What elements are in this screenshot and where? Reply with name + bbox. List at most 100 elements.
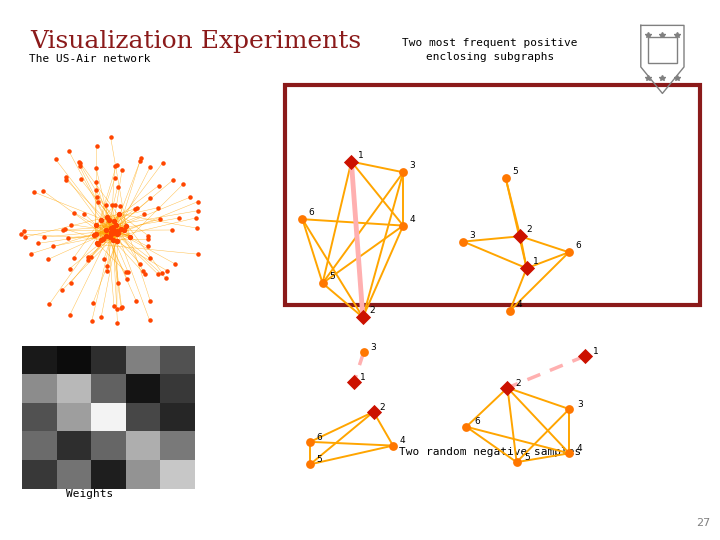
Point xyxy=(100,232,112,240)
Point xyxy=(111,226,122,235)
Text: 1: 1 xyxy=(533,258,539,266)
Point xyxy=(64,265,76,273)
Point xyxy=(68,254,79,262)
Point xyxy=(32,239,43,248)
Point xyxy=(461,422,472,431)
Text: 2: 2 xyxy=(526,225,532,234)
Point xyxy=(100,201,112,210)
Point xyxy=(511,458,523,467)
Point xyxy=(166,226,177,234)
Text: 2: 2 xyxy=(516,379,521,388)
Point xyxy=(297,215,308,224)
Point xyxy=(112,229,123,238)
Text: 5: 5 xyxy=(329,272,335,281)
Point xyxy=(368,408,379,416)
Point xyxy=(397,221,409,230)
Point xyxy=(144,163,156,172)
Point xyxy=(50,155,61,164)
Text: 1: 1 xyxy=(360,373,366,382)
Point xyxy=(37,186,48,195)
Point xyxy=(25,249,37,258)
Text: 5: 5 xyxy=(317,455,323,464)
Point xyxy=(190,213,202,222)
Point xyxy=(305,437,316,446)
Point xyxy=(108,217,120,226)
Point xyxy=(135,260,146,268)
Point xyxy=(348,377,360,386)
Point xyxy=(139,270,150,279)
Point xyxy=(74,162,86,171)
Point xyxy=(580,352,591,360)
Point xyxy=(132,204,143,212)
Point xyxy=(90,230,102,238)
Point xyxy=(92,240,104,249)
Point xyxy=(98,255,109,264)
Point xyxy=(193,250,204,259)
Text: Two most frequent positive
enclosing subgraphs: Two most frequent positive enclosing sub… xyxy=(402,38,577,62)
Text: 4: 4 xyxy=(577,444,582,453)
Point xyxy=(60,173,72,181)
Point xyxy=(43,300,55,309)
Point xyxy=(116,302,127,311)
Point xyxy=(154,214,166,223)
Text: 3: 3 xyxy=(370,342,376,352)
Point xyxy=(112,230,123,239)
Point xyxy=(144,316,156,325)
Point xyxy=(88,231,99,240)
Text: 3: 3 xyxy=(410,161,415,170)
Point xyxy=(112,319,123,328)
Point xyxy=(129,205,140,214)
Text: 1: 1 xyxy=(358,151,364,160)
Point xyxy=(305,460,316,469)
Point xyxy=(57,286,68,294)
Point xyxy=(111,237,122,246)
Text: 4: 4 xyxy=(410,215,415,224)
Point xyxy=(98,235,109,244)
Text: Weights: Weights xyxy=(66,489,114,499)
Text: 3: 3 xyxy=(469,231,475,240)
Point xyxy=(358,348,369,356)
Text: 27: 27 xyxy=(696,518,710,528)
Text: 4: 4 xyxy=(400,436,405,446)
Text: The US-Air network: The US-Air network xyxy=(30,54,150,64)
Point xyxy=(86,253,97,261)
Point xyxy=(157,159,168,167)
Point xyxy=(75,159,86,167)
Text: 4: 4 xyxy=(516,300,522,309)
Point xyxy=(111,160,122,169)
Point xyxy=(138,210,150,219)
Point xyxy=(65,279,76,287)
Point xyxy=(122,267,134,276)
Point xyxy=(83,255,94,264)
Point xyxy=(109,201,121,210)
Point xyxy=(346,157,357,166)
Point xyxy=(563,248,575,256)
Point xyxy=(157,269,168,278)
Point xyxy=(108,302,120,311)
Point xyxy=(504,307,516,315)
Point xyxy=(107,228,118,237)
Point xyxy=(91,193,103,201)
Point xyxy=(93,198,104,206)
Point xyxy=(102,261,113,270)
Point xyxy=(152,204,163,212)
Point xyxy=(107,222,119,231)
Point xyxy=(564,405,575,414)
Point xyxy=(357,313,369,322)
Point xyxy=(28,188,40,197)
Point xyxy=(500,173,511,182)
Point xyxy=(184,193,196,201)
Point xyxy=(37,233,49,241)
Point xyxy=(109,174,121,183)
Point xyxy=(62,233,73,242)
Point xyxy=(153,181,164,190)
Point xyxy=(96,313,107,321)
Point xyxy=(19,233,31,241)
Point xyxy=(174,214,185,222)
Point xyxy=(90,186,102,194)
Point xyxy=(18,226,30,235)
Point xyxy=(107,228,119,237)
Point xyxy=(114,224,126,233)
Text: 2: 2 xyxy=(380,403,385,411)
Point xyxy=(457,237,469,246)
